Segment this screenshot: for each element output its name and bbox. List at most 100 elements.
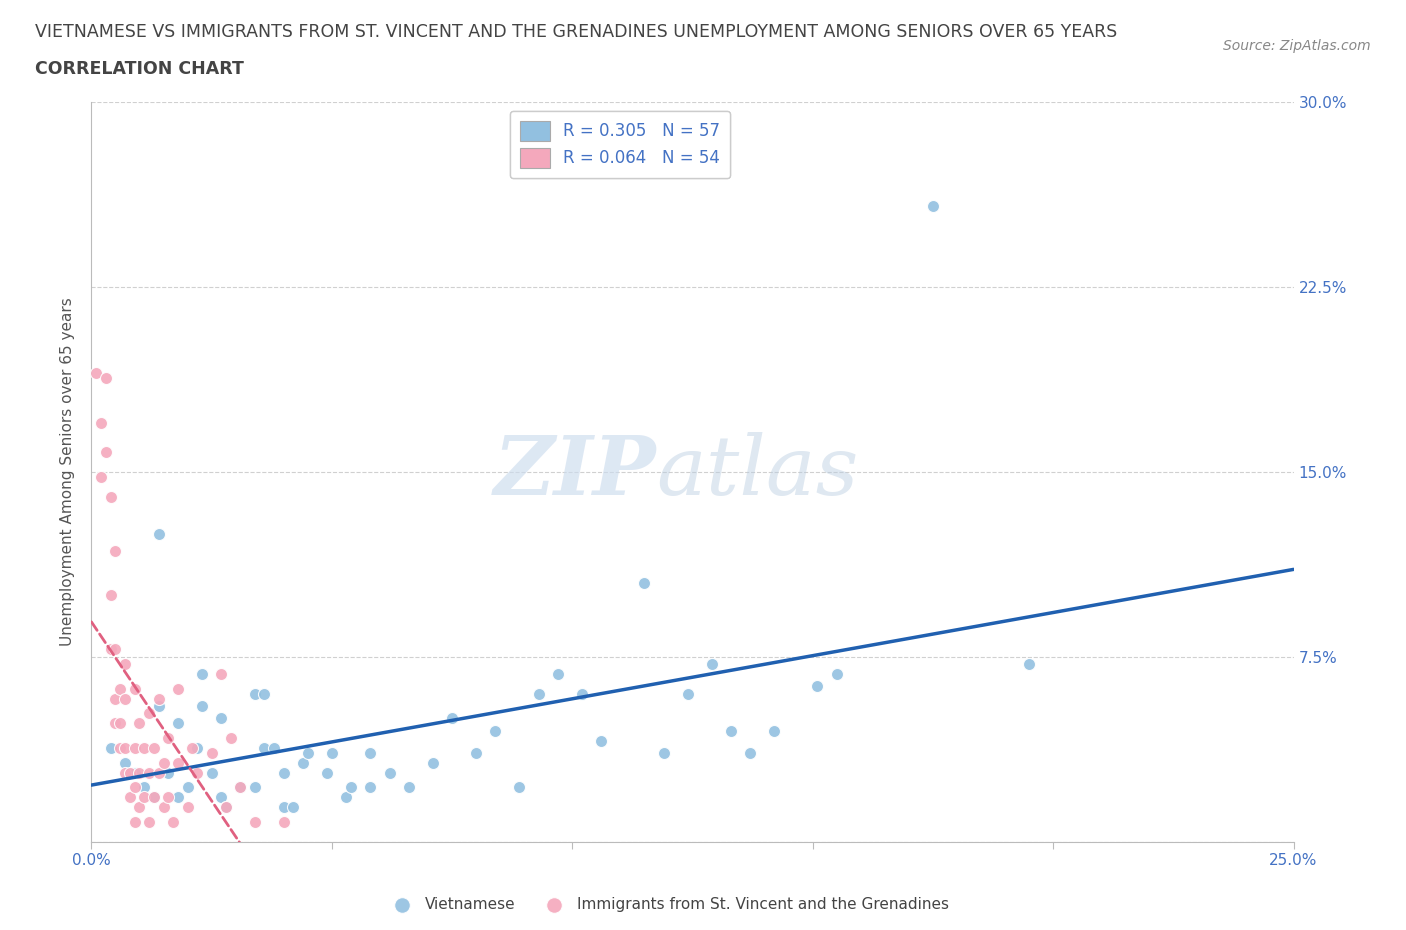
Point <box>138 765 160 780</box>
Point <box>110 682 132 697</box>
Point <box>124 780 146 795</box>
Point <box>591 733 613 748</box>
Point <box>134 790 156 804</box>
Point <box>104 691 127 706</box>
Point <box>134 780 156 795</box>
Point <box>124 740 146 755</box>
Point <box>128 800 150 815</box>
Point <box>243 780 266 795</box>
Point <box>243 815 266 830</box>
Point <box>484 724 506 738</box>
Point <box>273 765 295 780</box>
Point <box>157 790 180 804</box>
Point <box>209 790 232 804</box>
Point <box>157 731 180 746</box>
Point <box>148 698 170 713</box>
Point <box>118 790 141 804</box>
Point <box>176 800 198 815</box>
Point <box>243 686 266 701</box>
Point <box>321 746 343 761</box>
Point <box>104 642 127 657</box>
Point <box>273 800 295 815</box>
Point <box>527 686 550 701</box>
Point <box>191 698 214 713</box>
Point <box>110 716 132 731</box>
Point <box>253 686 276 701</box>
Point <box>508 780 530 795</box>
Point <box>700 657 723 671</box>
Point <box>100 588 122 603</box>
Point <box>100 489 122 504</box>
Point <box>398 780 420 795</box>
Point <box>124 765 146 780</box>
Point <box>104 543 127 558</box>
Point <box>138 706 160 721</box>
Point <box>215 800 238 815</box>
Point <box>273 815 295 830</box>
Point <box>138 815 160 830</box>
Point <box>128 765 150 780</box>
Point <box>142 790 165 804</box>
Point <box>720 724 742 738</box>
Point <box>118 765 141 780</box>
Point <box>124 815 146 830</box>
Point <box>84 365 107 381</box>
Point <box>104 716 127 731</box>
Point <box>186 765 208 780</box>
Point <box>335 790 357 804</box>
Point <box>152 800 174 815</box>
Point <box>201 765 224 780</box>
Point <box>142 740 165 755</box>
Legend: Vietnamese, Immigrants from St. Vincent and the Grenadines: Vietnamese, Immigrants from St. Vincent … <box>381 891 955 918</box>
Point <box>148 765 170 780</box>
Point <box>201 746 224 761</box>
Point <box>215 800 238 815</box>
Point <box>378 765 401 780</box>
Point <box>162 815 184 830</box>
Point <box>148 691 170 706</box>
Point <box>167 716 190 731</box>
Point <box>359 780 381 795</box>
Point <box>114 740 136 755</box>
Point <box>191 667 214 682</box>
Point <box>142 790 165 804</box>
Point <box>134 740 156 755</box>
Point <box>167 682 190 697</box>
Point <box>90 415 112 430</box>
Point <box>825 667 848 682</box>
Text: Source: ZipAtlas.com: Source: ZipAtlas.com <box>1223 39 1371 53</box>
Point <box>316 765 339 780</box>
Point <box>167 790 190 804</box>
Text: VIETNAMESE VS IMMIGRANTS FROM ST. VINCENT AND THE GRENADINES UNEMPLOYMENT AMONG : VIETNAMESE VS IMMIGRANTS FROM ST. VINCEN… <box>35 23 1118 41</box>
Text: atlas: atlas <box>657 432 859 512</box>
Point <box>110 740 132 755</box>
Point <box>114 765 136 780</box>
Point <box>229 780 252 795</box>
Point <box>94 445 117 459</box>
Text: CORRELATION CHART: CORRELATION CHART <box>35 60 245 78</box>
Point <box>114 657 136 671</box>
Point <box>297 746 319 761</box>
Point <box>340 780 363 795</box>
Point <box>167 755 190 770</box>
Point <box>465 746 488 761</box>
Y-axis label: Unemployment Among Seniors over 65 years: Unemployment Among Seniors over 65 years <box>60 298 76 646</box>
Point <box>100 740 122 755</box>
Point <box>291 755 314 770</box>
Point <box>209 667 232 682</box>
Point <box>652 746 675 761</box>
Point <box>209 711 232 725</box>
Point <box>263 740 285 755</box>
Point <box>114 755 136 770</box>
Point <box>763 724 786 738</box>
Legend: R = 0.305   N = 57, R = 0.064   N = 54: R = 0.305 N = 57, R = 0.064 N = 54 <box>510 111 731 178</box>
Point <box>806 679 828 694</box>
Point <box>633 576 655 591</box>
Point <box>94 371 117 386</box>
Point <box>253 740 276 755</box>
Point <box>422 755 444 770</box>
Text: ZIP: ZIP <box>494 432 657 512</box>
Point <box>219 731 242 746</box>
Point <box>176 780 198 795</box>
Point <box>128 716 150 731</box>
